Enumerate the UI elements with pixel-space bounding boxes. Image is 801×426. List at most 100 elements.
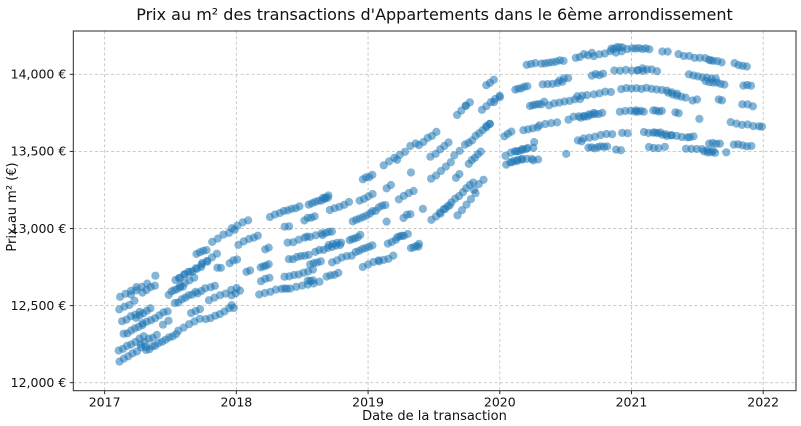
x-tick-label: 2018: [220, 395, 252, 410]
scatter-point: [304, 250, 313, 259]
scatter-point: [386, 180, 395, 190]
scatter-point: [489, 75, 498, 84]
scatter-point: [316, 257, 325, 266]
x-axis-label: Date de la transaction: [362, 409, 507, 424]
scatter-point: [564, 74, 573, 83]
scatter-point: [489, 98, 499, 107]
scatter-point: [748, 102, 758, 111]
scatter-points: [114, 43, 767, 366]
scatter-point: [146, 304, 155, 313]
scatter-point: [495, 93, 504, 102]
scatter-point: [717, 58, 726, 67]
scatter-point: [746, 81, 756, 90]
scatter-point: [432, 127, 441, 136]
scatter-point: [327, 227, 336, 236]
scatter-point: [446, 158, 455, 167]
scatter-point: [324, 191, 333, 200]
scatter-point: [406, 168, 416, 177]
scatter-point: [608, 130, 617, 139]
scatter-point: [462, 200, 471, 209]
scatter-point: [455, 146, 464, 155]
scatter-point: [344, 197, 354, 207]
scatter-point: [163, 307, 172, 316]
scatter-point: [663, 47, 672, 56]
scatter-point: [485, 119, 494, 128]
scatter-point: [457, 206, 467, 215]
scatter-point: [400, 147, 410, 156]
scatter-point: [368, 241, 377, 250]
x-tick-label: 2020: [484, 395, 516, 410]
scatter-point: [660, 142, 670, 151]
scatter-point: [308, 276, 318, 285]
scatter-point: [534, 155, 543, 164]
scatter-point: [264, 260, 273, 269]
scatter-point: [507, 127, 516, 136]
scatter-point: [202, 246, 211, 255]
scatter-point: [476, 147, 485, 156]
scatter-point: [398, 231, 407, 240]
scatter-point: [310, 212, 319, 221]
scatter-point: [599, 69, 608, 78]
axes-frame: [72, 30, 797, 392]
scatter-point: [610, 66, 619, 75]
scatter-point: [522, 144, 531, 154]
scatter-point: [469, 185, 479, 194]
scatter-point: [598, 108, 607, 117]
scatter-point: [652, 67, 662, 76]
scatter-point: [689, 132, 698, 141]
scatter-point: [264, 243, 273, 252]
scatter-point: [450, 151, 459, 160]
scatter-point: [692, 95, 702, 104]
scatter-point: [246, 266, 255, 275]
scatter-point: [368, 189, 377, 199]
scatter-point: [150, 281, 159, 290]
scatter-point: [190, 273, 199, 282]
x-tick-label: 2017: [89, 395, 121, 410]
scatter-point: [747, 141, 756, 151]
x-tick-label: 2021: [616, 395, 648, 410]
scatter-point: [233, 255, 242, 264]
scatter-point: [152, 330, 161, 339]
scatter-point: [151, 271, 160, 280]
scatter-point: [757, 122, 767, 131]
scatter-point: [657, 106, 666, 115]
scatter-point: [265, 273, 274, 282]
scatter-point: [742, 62, 751, 71]
scatter-point: [711, 148, 720, 157]
scatter-point: [418, 204, 427, 213]
scatter-point: [280, 284, 289, 293]
scatter-point: [381, 201, 390, 210]
scatter-point: [356, 230, 365, 239]
scatter-point: [195, 305, 205, 314]
scatter-point: [195, 314, 204, 323]
y-tick-label: 13,000 €: [11, 221, 67, 236]
scatter-point: [392, 155, 402, 164]
scatter-point: [562, 149, 571, 158]
scatter-point: [583, 91, 592, 100]
scatter-point: [618, 43, 627, 52]
scatter-point: [466, 195, 476, 204]
scatter-point: [212, 249, 221, 258]
scatter-point: [315, 277, 324, 286]
scatter-point: [530, 138, 539, 147]
scatter-point: [210, 281, 219, 290]
scatter-point: [216, 263, 225, 272]
y-tick-label: 14,000 €: [11, 67, 67, 82]
scatter-point: [406, 210, 415, 219]
scatter-point: [695, 114, 704, 123]
scatter-point: [616, 146, 626, 155]
scatter-point: [295, 202, 304, 211]
scatter-point: [523, 82, 532, 91]
scatter-point: [337, 238, 346, 247]
scatter-point: [461, 101, 470, 110]
scatter-point: [681, 93, 690, 102]
scatter-point: [606, 87, 616, 97]
scatter-point: [285, 222, 294, 231]
scatter-point: [674, 109, 683, 118]
scatter-point: [623, 129, 632, 138]
y-tick-label: 13,500 €: [11, 144, 67, 159]
chart-title: Prix au m² des transactions d'Appartemen…: [136, 5, 733, 24]
scatter-point: [603, 142, 612, 151]
